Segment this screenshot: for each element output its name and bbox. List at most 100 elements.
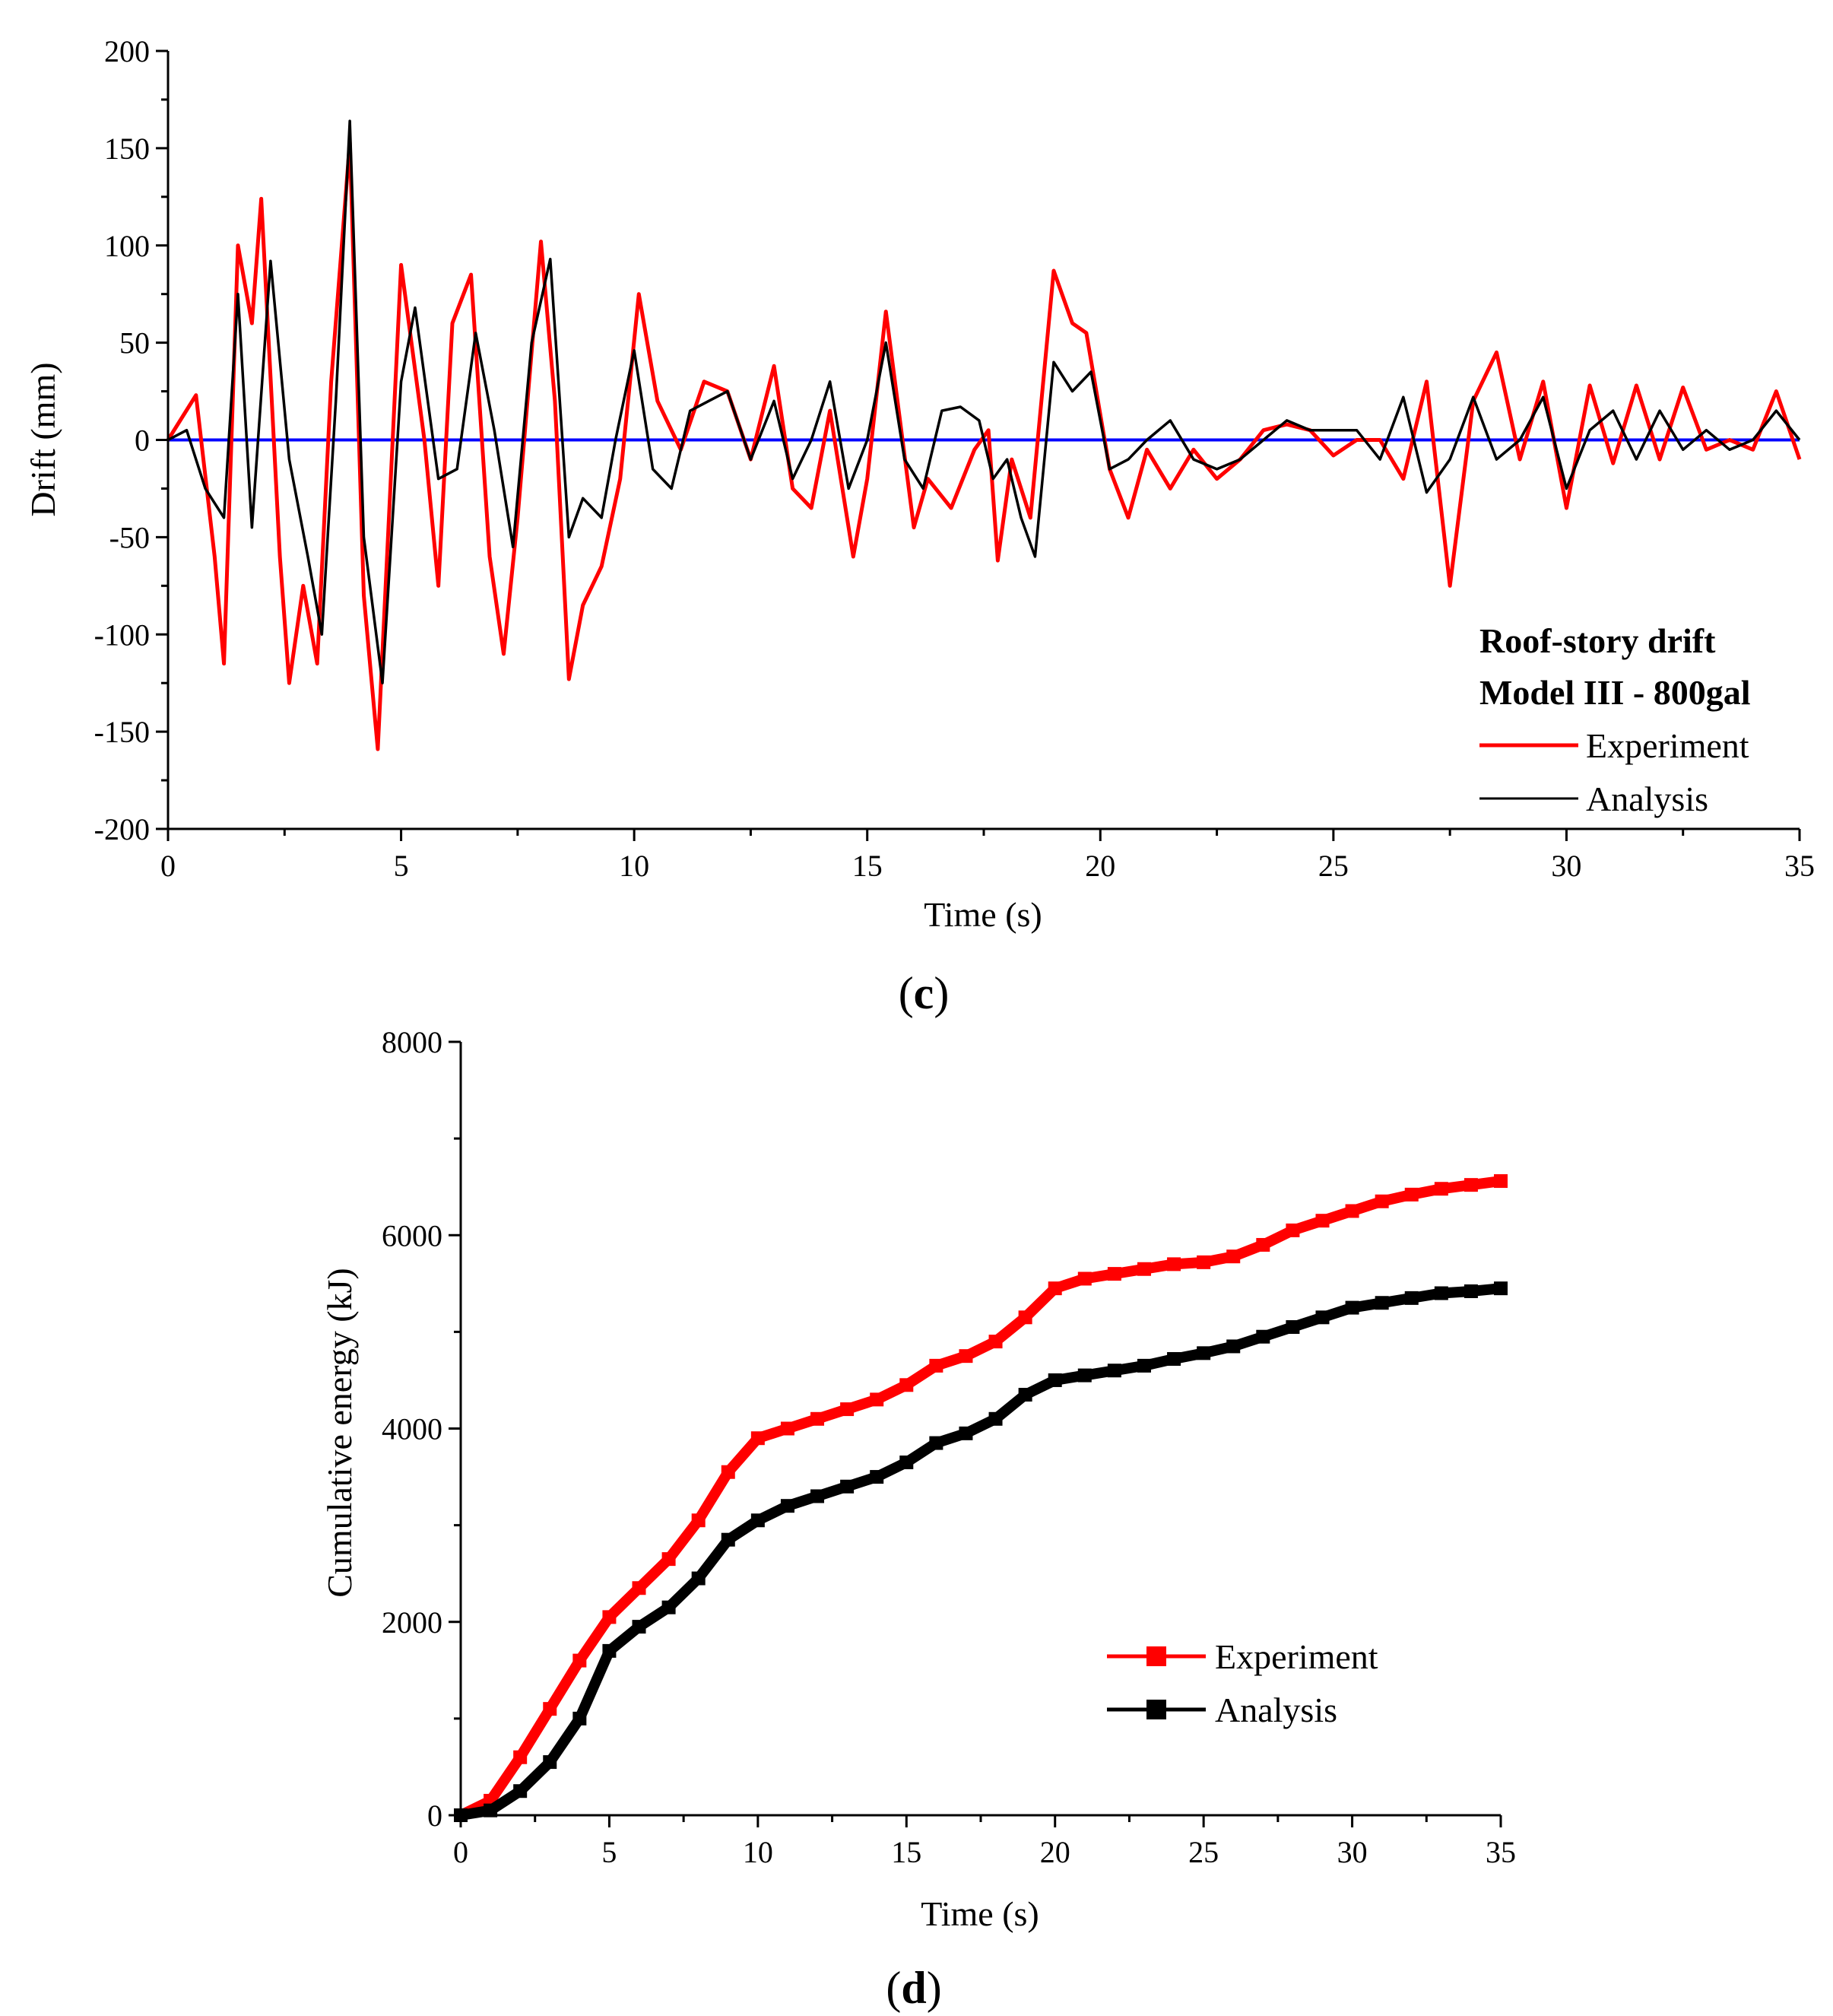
energy-point-experiment bbox=[959, 1349, 973, 1364]
energy-point-experiment bbox=[1107, 1267, 1121, 1281]
energy-point-experiment bbox=[1375, 1194, 1389, 1208]
energy-point-experiment bbox=[750, 1431, 765, 1446]
energy-point-experiment bbox=[1286, 1223, 1300, 1237]
energy-ytick-label: 8000 bbox=[382, 1025, 442, 1059]
drift-legend-analysis-label: Analysis bbox=[1586, 779, 1708, 818]
energy-point-analysis bbox=[513, 1784, 528, 1799]
energy-point-experiment bbox=[543, 1702, 557, 1716]
energy-point-analysis bbox=[1434, 1286, 1448, 1300]
drift-plot-area bbox=[166, 119, 1802, 751]
energy-point-experiment bbox=[780, 1421, 794, 1436]
energy-plot-area bbox=[454, 1174, 1508, 1822]
energy-point-experiment bbox=[1464, 1178, 1478, 1192]
energy-point-experiment bbox=[1018, 1310, 1032, 1325]
energy-xtick-label: 0 bbox=[453, 1835, 468, 1869]
drift-ytick-label: -150 bbox=[94, 715, 150, 749]
energy-point-experiment bbox=[1494, 1174, 1508, 1189]
energy-point-experiment bbox=[840, 1402, 855, 1417]
energy-point-experiment bbox=[899, 1378, 914, 1392]
energy-ylabel: Cumulative energy (kJ) bbox=[320, 1268, 359, 1598]
energy-point-experiment bbox=[988, 1335, 1003, 1349]
energy-point-analysis bbox=[1494, 1281, 1508, 1296]
energy-xtick-label: 25 bbox=[1188, 1835, 1219, 1869]
drift-xtick-label: 10 bbox=[619, 849, 649, 883]
energy-point-analysis bbox=[484, 1803, 498, 1818]
drift-xtick-label: 30 bbox=[1551, 849, 1581, 883]
drift-ytick-label: -100 bbox=[94, 617, 150, 652]
energy-point-experiment bbox=[602, 1610, 617, 1624]
energy-point-analysis bbox=[810, 1489, 825, 1503]
energy-point-analysis bbox=[988, 1411, 1003, 1426]
energy-point-analysis bbox=[899, 1455, 914, 1469]
energy-point-analysis bbox=[750, 1513, 765, 1528]
drift-xtick-label: 5 bbox=[394, 849, 409, 883]
energy-point-experiment bbox=[1048, 1281, 1062, 1296]
drift-series-analysis bbox=[167, 119, 1801, 684]
drift-ytick-label: 0 bbox=[135, 424, 150, 458]
energy-ytick-label: 0 bbox=[427, 1799, 442, 1833]
drift-panel-prefix: ( bbox=[899, 968, 914, 1018]
energy-xtick-label: 35 bbox=[1486, 1835, 1516, 1869]
drift-panel-label: (c) bbox=[899, 968, 950, 1018]
energy-point-analysis bbox=[1315, 1310, 1330, 1325]
energy-point-analysis bbox=[840, 1479, 855, 1494]
energy-point-experiment bbox=[661, 1552, 676, 1567]
drift-ytick-label: 50 bbox=[119, 326, 150, 360]
energy-point-analysis bbox=[1197, 1346, 1211, 1360]
energy-point-analysis bbox=[1375, 1296, 1389, 1310]
energy-point-experiment bbox=[721, 1465, 735, 1479]
energy-legend-analysis-marker bbox=[1146, 1700, 1166, 1719]
drift-legend: Roof-story drift Model III - 800gal Expe… bbox=[1479, 621, 1751, 818]
energy-point-analysis bbox=[1286, 1320, 1300, 1335]
energy-point-analysis bbox=[870, 1470, 884, 1484]
energy-point-experiment bbox=[810, 1411, 825, 1426]
energy-point-experiment bbox=[691, 1513, 706, 1528]
energy-point-analysis bbox=[1464, 1284, 1478, 1298]
energy-point-analysis bbox=[543, 1755, 557, 1770]
drift-annotation-line2: Model III - 800gal bbox=[1479, 673, 1751, 712]
energy-panel-suffix: ) bbox=[927, 1963, 942, 2013]
drift-panel-suffix: ) bbox=[934, 968, 949, 1018]
energy-series-experiment bbox=[458, 1176, 1502, 1821]
energy-point-analysis bbox=[1167, 1351, 1181, 1366]
energy-point-experiment bbox=[1077, 1272, 1092, 1286]
drift-axes: 0 5 10 15 20 25 30 35 -200 -150 -100 -50 0 50 100 150 20… bbox=[94, 34, 1815, 883]
energy-point-experiment bbox=[929, 1358, 943, 1373]
drift-xtick-label: 25 bbox=[1318, 849, 1349, 883]
drift-legend-experiment-label: Experiment bbox=[1586, 726, 1749, 765]
drift-ylabel: Drift (mm) bbox=[24, 362, 62, 516]
energy-point-analysis bbox=[721, 1532, 735, 1547]
drift-xtick-label: 20 bbox=[1085, 849, 1115, 883]
energy-point-analysis bbox=[1048, 1373, 1062, 1387]
energy-point-experiment bbox=[632, 1581, 646, 1595]
energy-xtick-label: 20 bbox=[1040, 1835, 1070, 1869]
energy-panel-letter: d bbox=[901, 1963, 926, 2013]
energy-point-analysis bbox=[572, 1711, 587, 1726]
energy-xlabel: Time (s) bbox=[921, 1894, 1039, 1933]
drift-series-experiment bbox=[166, 140, 1802, 751]
energy-point-experiment bbox=[1197, 1255, 1211, 1269]
energy-point-experiment bbox=[870, 1392, 884, 1407]
energy-legend: Experiment Analysis bbox=[1107, 1637, 1378, 1729]
drift-ytick-label: -200 bbox=[94, 812, 150, 846]
drift-xlabel: Time (s) bbox=[924, 895, 1042, 934]
drift-ytick-label: -50 bbox=[109, 520, 150, 554]
energy-ytick-label: 4000 bbox=[382, 1412, 442, 1446]
energy-legend-experiment-label: Experiment bbox=[1215, 1637, 1378, 1676]
energy-point-experiment bbox=[1434, 1182, 1448, 1196]
energy-panel-label: (d) bbox=[886, 1963, 941, 2013]
drift-xtick-label: 35 bbox=[1784, 849, 1815, 883]
energy-point-analysis bbox=[632, 1620, 646, 1634]
energy-point-experiment bbox=[1315, 1214, 1330, 1228]
energy-point-analysis bbox=[929, 1436, 943, 1450]
energy-point-analysis bbox=[691, 1571, 706, 1586]
energy-point-analysis bbox=[661, 1600, 676, 1614]
energy-point-analysis bbox=[1226, 1339, 1241, 1354]
energy-point-experiment bbox=[1167, 1257, 1181, 1272]
drift-panel-letter: c bbox=[914, 968, 934, 1018]
energy-point-experiment bbox=[1226, 1249, 1241, 1264]
drift-ytick-label: 100 bbox=[104, 229, 150, 263]
energy-point-experiment bbox=[513, 1750, 528, 1764]
drift-ytick-label: 200 bbox=[104, 34, 150, 68]
